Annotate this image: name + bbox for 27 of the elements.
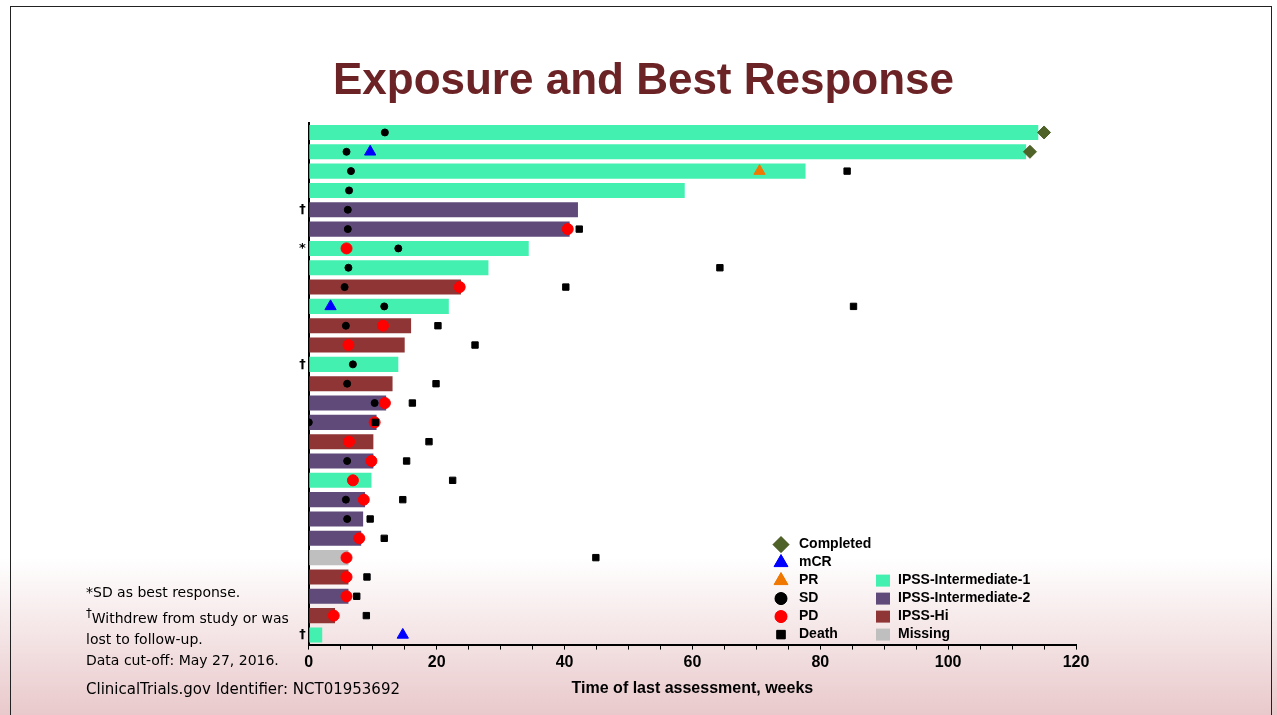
x-axis-title: Time of last assessment, weeks bbox=[571, 678, 814, 696]
x-tick-label: 0 bbox=[304, 652, 314, 670]
y-tick-label: † bbox=[299, 201, 307, 217]
legend-label: Completed bbox=[799, 535, 872, 552]
y-tick-label: † bbox=[299, 355, 307, 371]
legend-label: IPSS-Intermediate-2 bbox=[898, 589, 1031, 606]
x-tick-label: 20 bbox=[427, 652, 446, 670]
y-tick-label: * bbox=[298, 239, 306, 255]
legend-label: PD bbox=[799, 607, 819, 624]
legend-label: SD bbox=[799, 589, 819, 606]
legend-label: IPSS-Intermediate-1 bbox=[898, 571, 1031, 588]
legend-label: mCR bbox=[799, 553, 832, 570]
legend-label: IPSS-Hi bbox=[898, 607, 949, 624]
x-tick-label: 40 bbox=[555, 652, 574, 670]
text: $^{†}$Withdrew from study or was lost to follow-up. bbox=[86, 605, 290, 649]
legend-label: PR bbox=[799, 571, 819, 588]
chart-title: Exposure and Best Response bbox=[331, 54, 956, 104]
x-tick-label: 80 bbox=[811, 652, 830, 670]
x-tick-label: 100 bbox=[934, 652, 962, 670]
y-tick-label: † bbox=[299, 626, 307, 642]
x-tick-label: 120 bbox=[1062, 652, 1090, 670]
x-tick-label: 60 bbox=[683, 652, 702, 670]
legend-label: Death bbox=[799, 625, 838, 642]
text: Data cut-off: May 27, 2016. bbox=[86, 650, 280, 670]
legend-label: Missing bbox=[898, 625, 951, 642]
text: *SD as best response. bbox=[86, 583, 242, 602]
text: ClinicalTrials.gov Identifier: NCT01953692 bbox=[86, 679, 401, 700]
